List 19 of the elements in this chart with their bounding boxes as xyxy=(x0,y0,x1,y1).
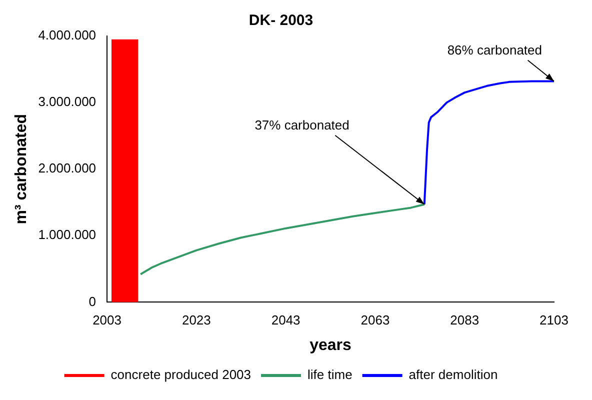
x-tick-label: 2043 xyxy=(271,312,300,328)
y-tick-label: 1.000.000 xyxy=(38,227,96,242)
legend-label: concrete produced 2003 xyxy=(110,367,252,382)
y-axis-title: m³ carbonated xyxy=(13,114,30,224)
y-tick-label: 4.000.000 xyxy=(38,28,96,43)
x-tick-label: 2103 xyxy=(540,312,568,328)
x-tick-label: 2003 xyxy=(92,312,122,328)
x-tick-label: 2063 xyxy=(360,312,390,328)
chart-title: DK- 2003 xyxy=(248,12,314,30)
legend-label: life time xyxy=(308,367,352,382)
y-tick-label: 3.000.000 xyxy=(38,94,96,110)
x-axis-title: years xyxy=(310,336,352,354)
annotation: 86% carbonated xyxy=(447,42,542,58)
legend-label: after demolition xyxy=(408,367,498,382)
x-tick-label: 2023 xyxy=(182,312,211,328)
y-tick-label: 2.000.000 xyxy=(38,160,96,176)
annotation: 37% carbonated xyxy=(254,117,350,132)
x-tick-label: 2083 xyxy=(450,312,480,328)
y-tick-label: 0 xyxy=(88,294,96,309)
